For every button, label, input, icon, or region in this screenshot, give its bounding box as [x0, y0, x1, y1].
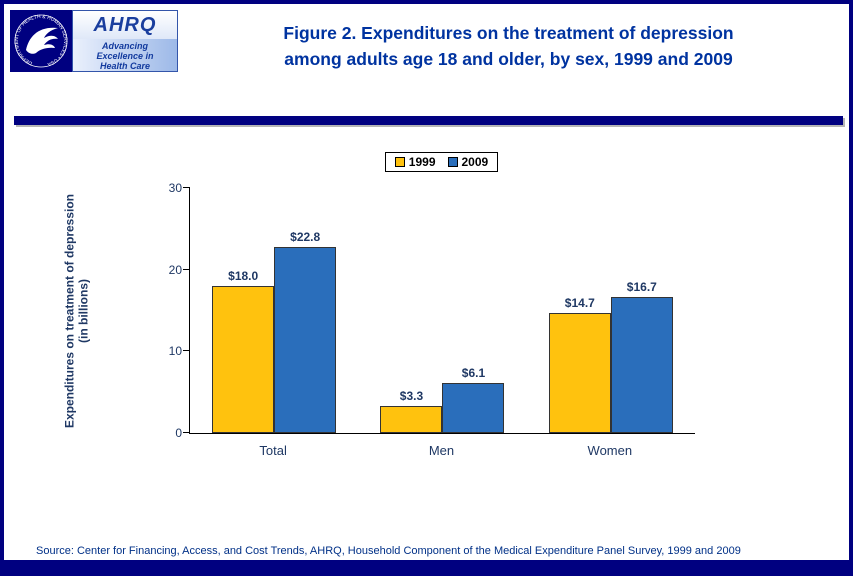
source-note: Source: Center for Financing, Access, an… — [36, 545, 741, 557]
bar-1999-total — [212, 286, 275, 433]
hhs-eagle-icon: DEPARTMENT OF HEALTH & HUMAN SERVICES • … — [14, 14, 68, 68]
y-tick-mark — [183, 432, 190, 433]
chart-legend: 1999 2009 — [384, 152, 499, 172]
bar-value-label: $6.1 — [461, 366, 486, 381]
y-tick-mark — [183, 350, 190, 352]
bar-value-label: $3.3 — [399, 389, 424, 404]
bar-2009-women — [610, 296, 673, 433]
y-tick-label: 10 — [168, 344, 182, 359]
x-category-label: Total — [259, 443, 287, 458]
bar-chart: 1999 2009 Expenditures on treatment of d… — [59, 150, 779, 480]
x-category-label: Women — [587, 443, 633, 458]
bars-container: $18.0 $22.8 $3.3 $6.1 $14.7 $16.7 — [190, 188, 695, 433]
bar-1999-men — [380, 406, 443, 433]
bar-value-label: $14.7 — [564, 295, 595, 310]
ahrq-wordmark: AHRQ — [93, 13, 157, 36]
bar-value-label: $22.8 — [290, 229, 321, 244]
figure-title-line2: among adults age 18 and older, by sex, 1… — [284, 49, 733, 70]
bar-wrap: $22.8 — [274, 229, 337, 433]
bar-1999-women — [548, 312, 611, 433]
hhs-logo: DEPARTMENT OF HEALTH & HUMAN SERVICES • … — [10, 10, 72, 72]
legend-label-2009: 2009 — [461, 155, 489, 169]
header-divider-bar — [14, 116, 843, 125]
legend-label-1999: 1999 — [408, 155, 436, 169]
bar-2009-total — [274, 246, 337, 433]
bar-value-label: $16.7 — [626, 279, 657, 294]
legend-item-2009: 2009 — [447, 155, 489, 169]
bar-group-total: $18.0 $22.8 — [212, 229, 337, 433]
bar-wrap: $18.0 — [212, 269, 275, 433]
y-tick-label: 30 — [168, 181, 182, 195]
legend-item-1999: 1999 — [394, 155, 436, 169]
figure-title: Figure 2. Expenditures on the treatment … — [184, 20, 833, 73]
y-tick-label: 0 — [175, 426, 182, 440]
bar-group-women: $14.7 $16.7 — [548, 279, 673, 433]
agency-logos: DEPARTMENT OF HEALTH & HUMAN SERVICES • … — [10, 10, 178, 72]
bar-value-label: $18.0 — [228, 269, 259, 283]
bar-wrap: $16.7 — [610, 279, 673, 433]
figure-title-line1: Figure 2. Expenditures on the treatment … — [283, 23, 734, 43]
bar-2009-men — [442, 383, 505, 433]
x-axis-labels: Total Men Women — [189, 443, 694, 458]
bar-wrap: $3.3 — [380, 389, 443, 433]
ahrq-tagline: Advancing Excellence in Health Care — [73, 39, 177, 71]
bottom-border-bar — [4, 560, 849, 572]
legend-swatch-2009 — [447, 157, 458, 167]
bar-group-men: $3.3 $6.1 — [380, 366, 505, 433]
plot-area: 0 10 20 30 $18.0 $22.8 $3.3 $6.1 $14.7 $16.7 — [169, 181, 695, 440]
bar-wrap: $14.7 — [548, 295, 611, 433]
y-tick-mark — [183, 268, 190, 270]
legend-swatch-1999 — [394, 157, 405, 167]
y-tick-label: 20 — [168, 262, 182, 277]
bar-wrap: $6.1 — [442, 366, 505, 433]
x-category-label: Men — [428, 443, 455, 458]
y-tick-mark — [183, 187, 190, 188]
ahrq-logo: AHRQ Advancing Excellence in Health Care — [72, 10, 178, 72]
y-axis-title: Expenditures on treatment of depression … — [62, 193, 91, 429]
